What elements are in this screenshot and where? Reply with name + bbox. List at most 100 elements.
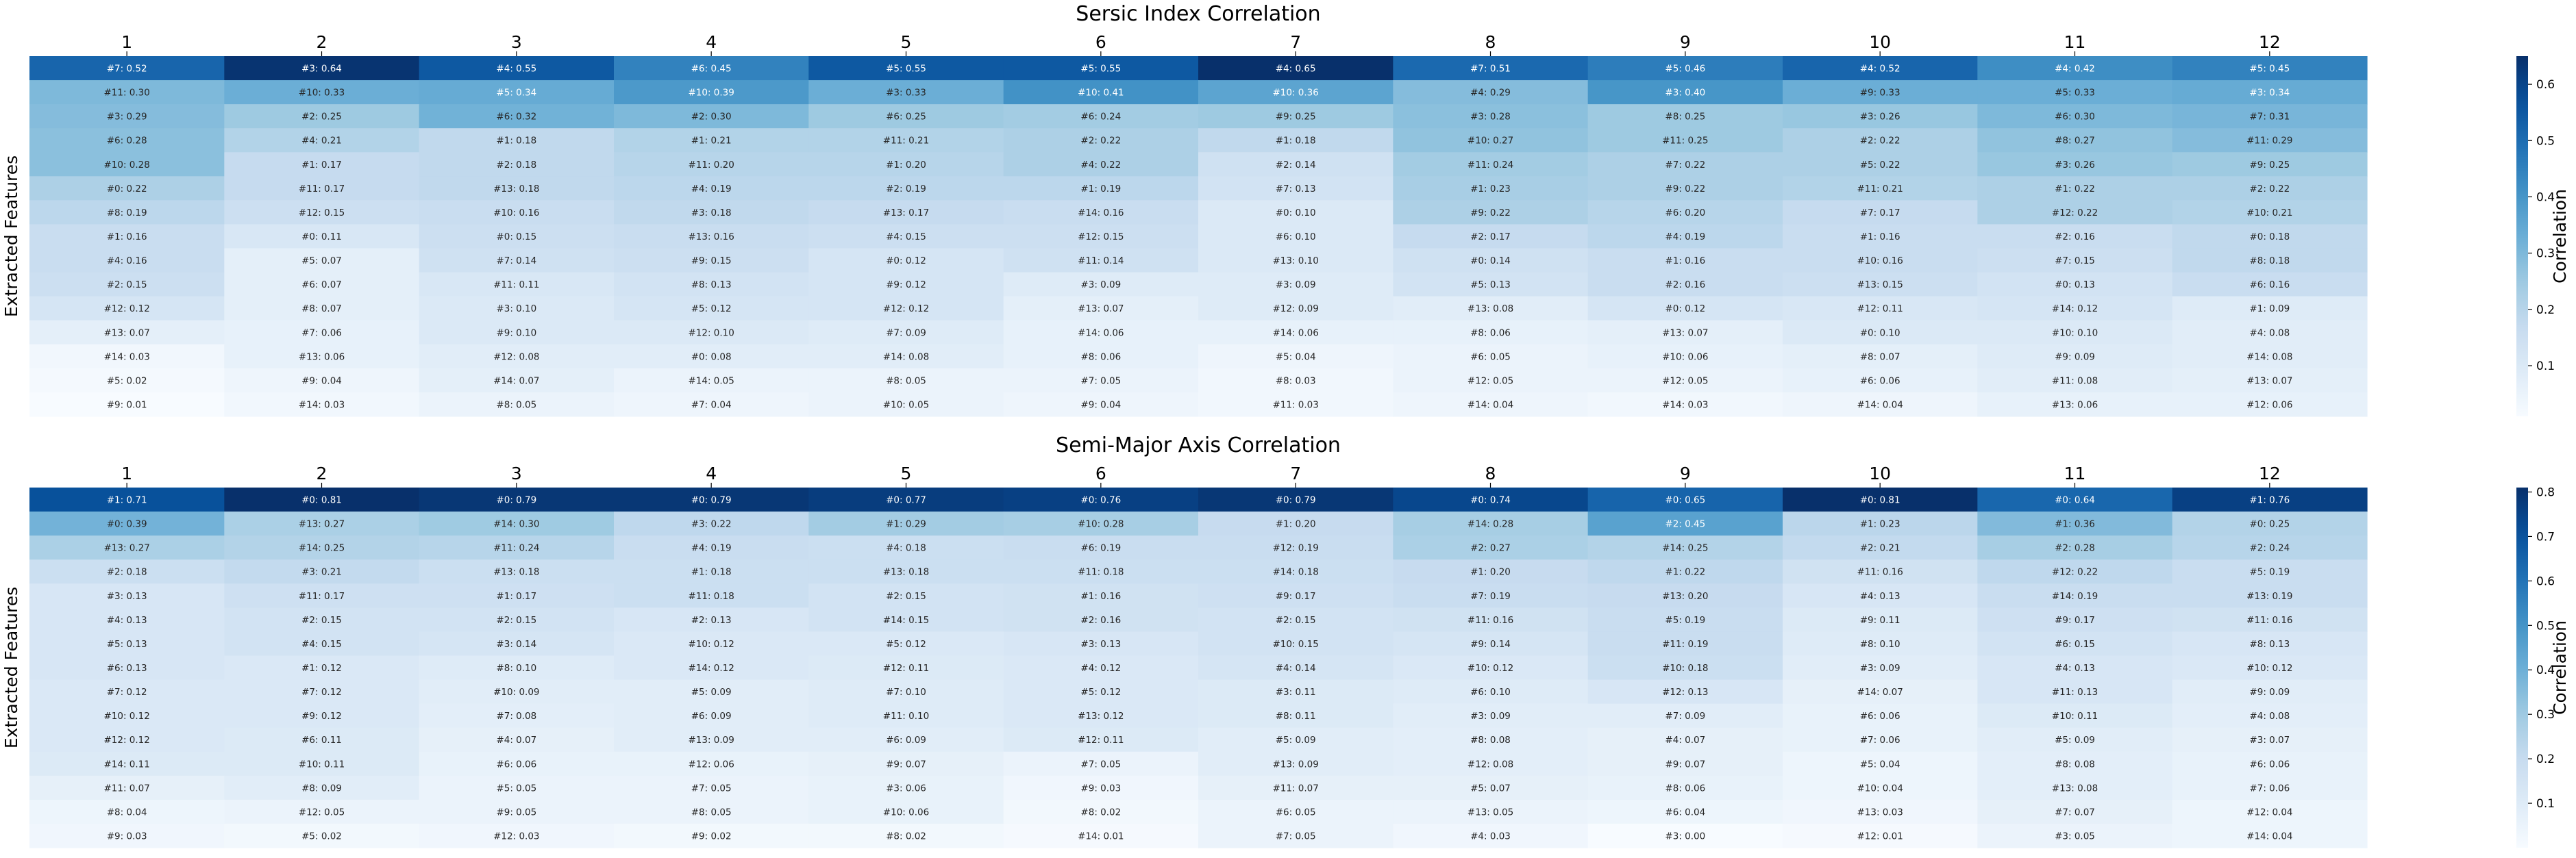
heatmap-cell <box>1393 655 1589 681</box>
y-axis-label: Extracted Features <box>1 155 21 317</box>
heatmap-cell <box>1393 703 1589 729</box>
heatmap-cell <box>1587 320 1783 345</box>
cell-label: #9: 0.12 <box>886 279 926 290</box>
heatmap-cell <box>419 176 615 201</box>
heatmap-cell <box>1003 583 1199 608</box>
cell-label: #3: 0.22 <box>691 519 732 530</box>
heatmap-cell <box>1587 607 1783 632</box>
cell-label: #13: 0.05 <box>1467 807 1513 818</box>
heatmap-cell <box>614 200 809 225</box>
cell-label: #6: 0.04 <box>1665 807 1705 818</box>
cell-label: #13: 0.15 <box>1857 279 1903 290</box>
cell-label: #6: 0.25 <box>886 112 926 123</box>
heatmap-cell <box>1977 152 2173 177</box>
heatmap-cell <box>614 224 809 249</box>
cell-label: #4: 0.22 <box>1080 160 1121 171</box>
heatmap-cell <box>2172 152 2368 177</box>
heatmap-cell <box>614 368 809 393</box>
cell-label: #2: 0.24 <box>2249 543 2290 554</box>
heatmap-cell <box>1003 703 1199 729</box>
heatmap-cell <box>224 535 420 560</box>
cell-label: #5: 0.13 <box>107 639 147 650</box>
cell-label: #5: 0.45 <box>2249 64 2290 75</box>
colorbar-tick-label: 0.5 <box>2536 134 2555 148</box>
cell-label: #14: 0.04 <box>1467 399 1513 410</box>
heatmap-cell <box>808 392 1004 417</box>
cell-label: #8: 0.07 <box>301 303 342 314</box>
cell-label: #12: 0.10 <box>688 327 734 338</box>
heatmap-cell <box>419 152 615 177</box>
heatmap-cell <box>1783 368 1978 393</box>
cell-label: #4: 0.15 <box>886 231 926 242</box>
colorbar-tick-label: 0.8 <box>2536 485 2555 499</box>
heatmap-cell <box>1003 392 1199 417</box>
cell-label: #3: 0.13 <box>107 591 147 602</box>
cell-label: #6: 0.09 <box>886 735 926 746</box>
heatmap-cell <box>1977 607 2173 632</box>
heatmap-cell <box>1393 823 1589 848</box>
heatmap-cell <box>1783 56 1978 81</box>
cell-label: #8: 0.09 <box>301 783 342 794</box>
cell-label: #6: 0.13 <box>107 663 147 674</box>
cell-label: #3: 0.34 <box>2249 88 2290 99</box>
heatmap-cell <box>1198 368 1394 393</box>
heatmap-cell <box>419 224 615 249</box>
column-label: 2 <box>317 464 327 483</box>
cell-label: #7: 0.06 <box>2249 783 2290 794</box>
cell-label: #5: 0.19 <box>1665 615 1705 626</box>
heatmap-cell <box>2172 200 2368 225</box>
cell-label: #5: 0.13 <box>1470 279 1511 290</box>
heatmap-cell <box>1587 488 1783 512</box>
heatmap-cell <box>1977 799 2173 824</box>
cell-label: #1: 0.16 <box>107 231 147 242</box>
cell-label: #2: 0.19 <box>886 184 926 194</box>
heatmap-cell <box>1783 751 1978 777</box>
cell-label: #1: 0.36 <box>2055 519 2095 530</box>
heatmap-cell <box>29 488 225 512</box>
heatmap-cell <box>1003 272 1199 297</box>
heatmap-cell <box>1977 679 2173 705</box>
heatmap-cell <box>1587 224 1783 249</box>
heatmap-cell <box>1587 583 1783 608</box>
cell-label: #10: 0.27 <box>1467 136 1513 147</box>
cell-label: #8: 0.05 <box>886 375 926 386</box>
cell-label: #5: 0.12 <box>1080 687 1121 698</box>
cell-label: #9: 0.25 <box>2249 160 2290 171</box>
cell-label: #1: 0.76 <box>2249 495 2290 506</box>
cell-label: #7: 0.08 <box>496 711 536 722</box>
cell-label: #14: 0.15 <box>883 615 929 626</box>
heatmap-cell <box>1393 392 1589 417</box>
heatmap-cell <box>419 559 615 584</box>
colorbar-tick-label: 0.7 <box>2536 530 2555 544</box>
heatmap-cell <box>808 823 1004 848</box>
cell-label: #12: 0.15 <box>1078 231 1124 242</box>
heatmap-cell <box>224 799 420 824</box>
cell-label: #3: 0.13 <box>1080 639 1121 650</box>
cell-label: #0: 0.11 <box>301 231 342 242</box>
cell-label: #13: 0.27 <box>103 543 149 554</box>
heatmap-cell <box>419 823 615 848</box>
heatmap-cell <box>808 80 1004 105</box>
colorbar-tick-label: 0.4 <box>2536 190 2555 204</box>
heatmap-cell <box>1198 176 1394 201</box>
cell-label: #6: 0.24 <box>1080 112 1121 123</box>
cell-label: #3: 0.64 <box>301 64 342 75</box>
heatmap-cell <box>1977 488 2173 512</box>
cell-label: #13: 0.09 <box>1272 759 1318 770</box>
cell-label: #7: 0.09 <box>886 327 926 338</box>
heatmap-cell <box>1977 775 2173 800</box>
heatmap-cell <box>224 512 420 536</box>
cell-label: #14: 0.25 <box>1662 543 1708 554</box>
heatmap-cell <box>1198 272 1394 297</box>
heatmap-cell <box>808 296 1004 321</box>
heatmap-cell <box>1783 823 1978 848</box>
cell-label: #1: 0.18 <box>1276 136 1316 147</box>
heatmap-cell <box>1198 775 1394 800</box>
cell-label: #5: 0.04 <box>1860 759 1900 770</box>
heatmap-cell <box>808 152 1004 177</box>
cell-label: #9: 0.03 <box>107 831 147 842</box>
cell-label: #0: 0.81 <box>1860 495 1900 506</box>
cell-label: #8: 0.07 <box>1860 351 1900 362</box>
cell-label: #9: 0.12 <box>301 711 342 722</box>
